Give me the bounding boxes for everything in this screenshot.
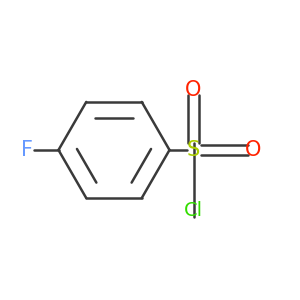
Text: F: F [21,140,33,160]
Text: O: O [245,140,262,160]
Text: S: S [187,140,200,160]
Text: O: O [185,80,202,100]
Text: Cl: Cl [184,200,203,220]
